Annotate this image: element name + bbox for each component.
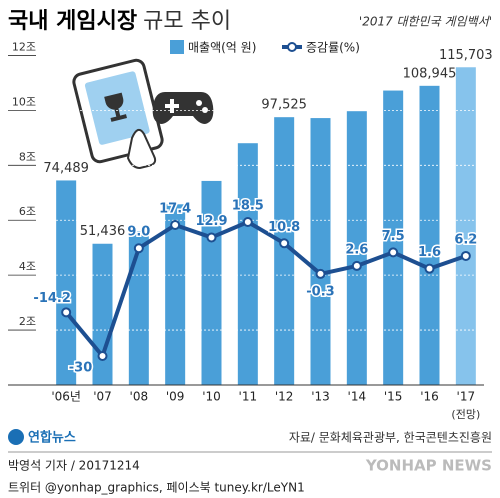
hand-icon — [126, 128, 157, 170]
illustration — [72, 58, 214, 170]
x-tick-label: '10 — [202, 390, 221, 404]
x-tick-label: '13 — [311, 390, 330, 404]
bar-value-label: 51,436 — [80, 224, 126, 239]
x-tick-label: '07 — [93, 390, 112, 404]
growth-marker — [460, 250, 471, 261]
gamepad-button — [196, 100, 202, 106]
x-tick-label: '09 — [166, 390, 185, 404]
x-tick-label: '11 — [239, 390, 258, 404]
growth-marker — [351, 260, 362, 271]
x-tick-label: '14 — [348, 390, 367, 404]
growth-line — [64, 219, 467, 358]
bar — [201, 180, 222, 385]
growth-marker — [242, 216, 253, 227]
source-note: '2017 대한민국 게임백서' — [359, 15, 492, 29]
growth-marker — [170, 220, 181, 231]
y-tick-label: 6조 — [19, 205, 36, 218]
agency: 연합뉴스 — [28, 430, 76, 446]
line-value-label: 2.6 — [345, 242, 368, 257]
line-value-label: 9.0 — [127, 225, 150, 240]
line-value-label: 17.4 — [159, 202, 191, 217]
bar — [92, 243, 113, 385]
bar — [455, 67, 476, 385]
x-tick-label: '06년 — [51, 390, 81, 404]
agency-logo — [8, 429, 24, 445]
x-tick-label: '16 — [420, 390, 439, 404]
bar-value-label: 115,703 — [439, 48, 493, 63]
source: 자료/ 문화체육관광부, 한국콘텐츠진흥원 — [289, 431, 492, 445]
growth-marker — [424, 263, 435, 274]
watermark: YONHAP NEWS — [365, 457, 492, 475]
x-tick-label: '12 — [275, 390, 294, 404]
line-value-label: 10.8 — [268, 220, 300, 235]
x-tick-label: '15 — [384, 390, 403, 404]
bar — [383, 90, 404, 386]
line-value-label: 1.6 — [418, 245, 441, 260]
byline: 박영석 기자 / 20171214 — [8, 459, 140, 473]
bar — [274, 117, 295, 386]
bar-value-label: 74,489 — [43, 161, 89, 176]
x-tick-label: '17 — [457, 390, 476, 404]
bar — [419, 85, 440, 386]
bar — [56, 180, 77, 385]
y-tick-label: 2조 — [19, 315, 36, 328]
line-value-label: -14.2 — [33, 291, 70, 306]
line-value-label: -30 — [69, 360, 93, 375]
y-tick-label: 12조 — [12, 40, 36, 53]
growth-marker — [97, 350, 108, 361]
line-value-label: -0.3 — [306, 284, 334, 299]
growth-marker — [279, 238, 290, 249]
y-tick-label: 4조 — [19, 260, 36, 273]
x-tick-label: '08 — [130, 390, 149, 404]
bar-value-label: 97,525 — [261, 98, 307, 113]
growth-marker — [133, 243, 144, 254]
bar — [128, 231, 149, 385]
line-value-label: 7.5 — [382, 229, 405, 244]
legend-marker — [287, 42, 297, 52]
social: 트위터 @yonhap_graphics, 페이스북 tuney.kr/LeYN… — [8, 481, 305, 495]
gamepad-icon — [152, 92, 214, 124]
bar — [310, 118, 331, 385]
category-note: (전망) — [451, 408, 480, 421]
bar-value-label: 108,945 — [403, 66, 457, 81]
growth-marker — [315, 268, 326, 279]
bar — [237, 143, 258, 385]
title-main: 국내 게임시장 — [8, 9, 137, 34]
chart-title: 국내 게임시장 규모 추이 — [8, 9, 231, 34]
growth-marker — [61, 307, 72, 318]
legend-swatch — [170, 40, 184, 54]
growth-marker — [206, 232, 217, 243]
line-value-label: 12.9 — [195, 214, 227, 229]
legend-label: 증감률(%) — [306, 41, 360, 55]
line-value-label: 18.5 — [232, 198, 264, 213]
legend-label: 매출액(억 원) — [188, 41, 256, 55]
y-tick-label: 8조 — [19, 150, 36, 163]
title-rest: 규모 추이 — [143, 9, 231, 34]
line-value-label: 6.2 — [454, 232, 477, 247]
bar — [346, 111, 367, 385]
y-tick-label: 10조 — [12, 95, 36, 108]
growth-marker — [388, 247, 399, 258]
bar — [165, 204, 186, 385]
trophy-icon — [104, 92, 127, 122]
